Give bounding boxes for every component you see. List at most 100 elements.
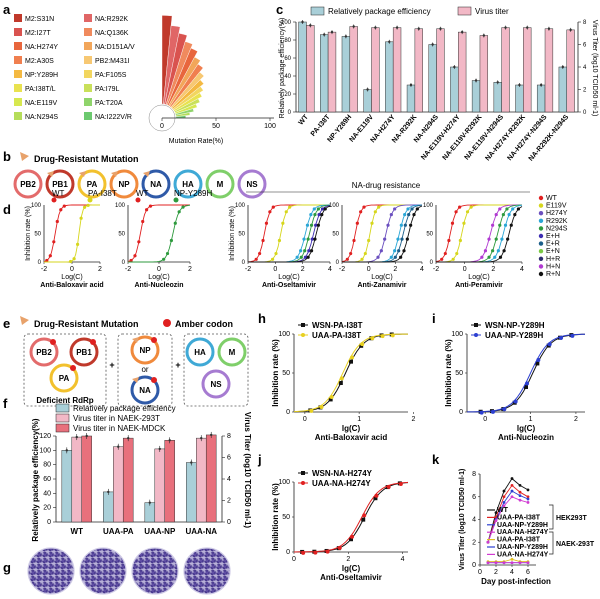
fit-curve [294, 482, 409, 553]
f-left-tick-label: 60 [43, 476, 51, 483]
x-tick-label: 0 [292, 556, 296, 563]
k-point [510, 477, 514, 480]
c-bar-titer [306, 25, 315, 113]
k-point [526, 488, 530, 492]
c-bar-titer [414, 28, 423, 113]
f-left-tick-label: 80 [43, 462, 51, 469]
f-right-tick-label: 0 [227, 519, 231, 526]
d-point [45, 258, 49, 263]
legend-marker [301, 333, 305, 337]
c-bar-titer [392, 27, 402, 113]
b-mutation-flag [79, 171, 86, 177]
a-legend-label: NA:N294S [25, 114, 58, 121]
a-legend-swatch [84, 28, 92, 36]
plot-title: Anti-Oseltamivir [320, 573, 382, 582]
d-legend-label: WT [52, 189, 65, 198]
data-point-square [373, 496, 378, 501]
k-series-line [487, 484, 529, 543]
c-bar-efficiency [363, 89, 372, 113]
d-x-tick-label: 2 [301, 266, 305, 273]
c-point [518, 83, 521, 87]
x-tick-label: 2 [574, 416, 578, 423]
a-legend-label: NA:Q136K [95, 30, 129, 37]
legend-label: WSN-NP-Y289H [485, 321, 545, 330]
d-point [440, 257, 444, 261]
f-right-tick-label: 6 [227, 455, 231, 462]
d-point [447, 238, 451, 243]
d-point [307, 249, 311, 253]
a-legend-swatch [14, 112, 22, 120]
d-point [393, 249, 397, 253]
c-category-label: PA-I38T [310, 113, 332, 138]
d-point [274, 251, 278, 256]
c-bar-efficiency [341, 36, 351, 113]
k-legend-label: UAA-PA-I38T [497, 514, 541, 521]
panel-g-plates [27, 547, 231, 595]
d-curve [342, 204, 422, 263]
a-legend-swatch [14, 98, 22, 106]
d-point [316, 223, 320, 227]
d-curve [248, 205, 331, 263]
a-legend-swatch [84, 56, 92, 64]
c-bar-titer [458, 31, 467, 113]
d-point [352, 238, 356, 243]
data-point-square [338, 381, 343, 386]
c-bar-efficiency [471, 80, 481, 113]
legend-marker [301, 481, 305, 485]
d-right-legend-marker [538, 249, 544, 254]
k-y-tick-label: 8 [472, 471, 476, 478]
d-point [450, 221, 455, 225]
d-point [451, 257, 455, 261]
c-bar-titer [479, 35, 489, 113]
d-point [305, 223, 310, 227]
d-y-tick-label: 50 [332, 232, 339, 238]
c-category-label: NA-E119V-N294S [464, 114, 506, 162]
x-tick-label: 0 [483, 416, 487, 423]
f-legend-label: Relatively package efficiency [73, 404, 176, 413]
d-xlabel: Log(C) [278, 274, 299, 281]
c-right-tick-label: 8 [583, 20, 587, 26]
a-legend-label: NA:H274Y [25, 44, 58, 51]
e-amber-dot [151, 337, 157, 343]
data-point-circle [329, 394, 334, 399]
f-bar [122, 437, 134, 523]
a-legend-label: NA:E119V [25, 100, 57, 107]
d-subplot-title: Anti-Nucleozin [135, 282, 184, 289]
d-point [314, 223, 318, 227]
c-bar-titer [371, 27, 380, 113]
data-point-circle [525, 381, 529, 386]
d-point [507, 212, 511, 217]
e-segment-ring [130, 335, 160, 365]
ylabel: Inhibition rate (%) [271, 483, 280, 551]
e-plus: + [109, 360, 114, 370]
data-point-circle [301, 550, 306, 555]
legend-marker [474, 333, 478, 337]
k-group-1: HEK293T [556, 515, 587, 522]
d-curve [342, 204, 422, 263]
d-curve [127, 204, 190, 262]
d-x-tick-label: -2 [125, 266, 131, 273]
f-point [65, 449, 68, 452]
e-segment-ring [217, 337, 247, 367]
d-point [370, 221, 374, 225]
k-y-tick-label: 6 [472, 494, 476, 501]
a-legend-swatch [14, 28, 22, 36]
data-point-circle [536, 358, 541, 363]
d-right-legend-marker [538, 211, 544, 216]
data-point-circle [370, 336, 375, 341]
d-y-tick-label: 100 [115, 203, 126, 209]
d-point [313, 237, 317, 241]
d-point [415, 207, 419, 211]
d-point [309, 223, 314, 227]
d-point [162, 257, 166, 261]
d-point [313, 212, 317, 217]
data-point-circle [490, 409, 495, 414]
c-legend-swatch-2 [457, 6, 472, 16]
d-y-tick-label: 0 [242, 260, 246, 266]
d-x-tick-label: 0 [367, 266, 371, 273]
c-point [547, 27, 551, 30]
y-tick-label: 100 [451, 331, 463, 338]
data-point-circle [360, 342, 365, 347]
data-point-circle [398, 482, 403, 487]
